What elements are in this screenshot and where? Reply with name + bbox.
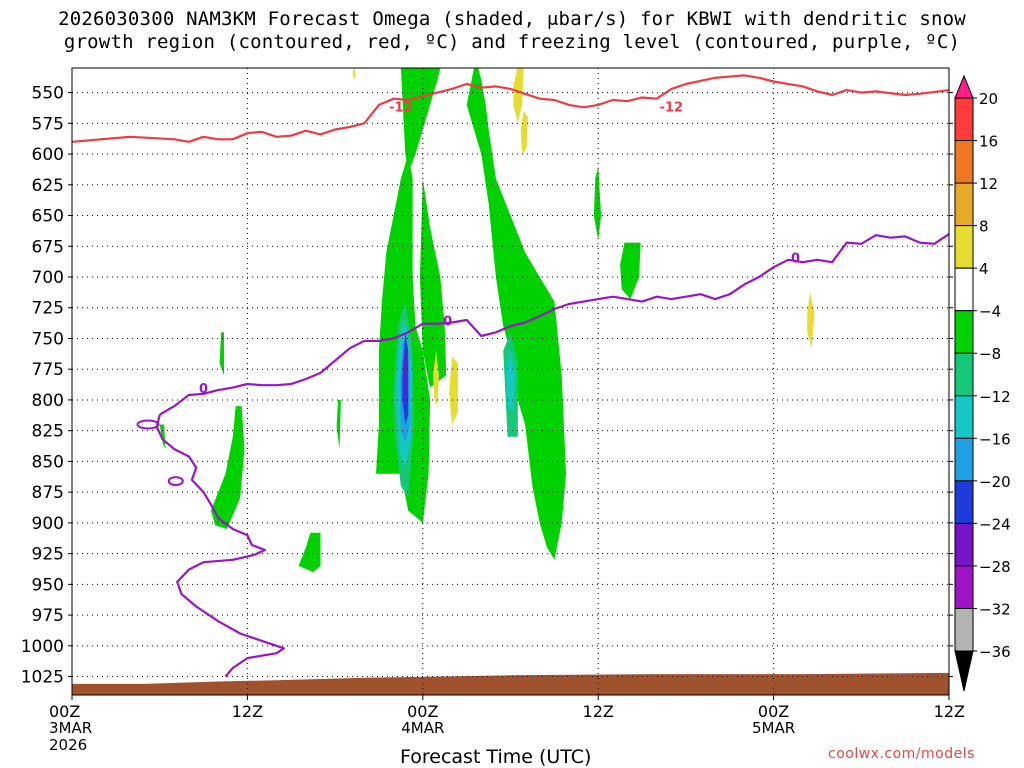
freezing-contour-label: 0 — [199, 382, 208, 397]
omega-region-20 — [433, 350, 439, 407]
colorbar-label: −8 — [979, 345, 1001, 363]
contour-layer: -12 -12 0 0 0 — [72, 74, 949, 678]
colorbar-block — [954, 607, 974, 652]
chart-title-line-2: growth region (contoured, red, ºC) and f… — [63, 31, 961, 53]
omega-region-13 — [506, 350, 515, 413]
omega-region-19 — [449, 356, 458, 425]
omega-region-22 — [352, 68, 356, 81]
y-tick-label: 950 — [32, 575, 64, 595]
colorbar-label: −36 — [979, 643, 1011, 661]
chart-title-line-1: 2026030300 NAM3KM Forecast Omega (shaded… — [58, 8, 966, 30]
y-tick-label: 625 — [32, 176, 64, 196]
colorbar-label: −28 — [979, 558, 1011, 576]
colorbar-label: −32 — [979, 600, 1011, 618]
y-tick-label: 875 — [32, 483, 64, 503]
colorbar-block — [954, 140, 974, 184]
omega-region-21 — [807, 291, 815, 349]
colorbar-block — [954, 310, 974, 354]
colorbar-block — [954, 97, 974, 142]
omega-shading — [159, 68, 815, 573]
colorbar-label: −20 — [979, 473, 1011, 491]
omega-region-3 — [210, 406, 245, 529]
colorbar-label: −24 — [979, 515, 1011, 533]
x-tick-label: 00Z — [407, 702, 438, 721]
colorbar-block — [954, 267, 974, 312]
colorbar-block — [954, 395, 974, 439]
omega-region-17 — [513, 68, 524, 124]
freezing-contour-lower — [155, 414, 285, 678]
colorbar-bottom-triangle — [954, 650, 974, 692]
colorbar-block — [954, 182, 974, 227]
y-tick-label: 900 — [32, 514, 64, 534]
freezing-contour-line — [159, 233, 949, 416]
y-tick-label: 1000 — [21, 637, 64, 657]
omega-region-0 — [400, 68, 566, 560]
terrain-layer — [72, 672, 949, 695]
y-tick-label: 600 — [32, 145, 64, 165]
x-tick-date: 4MAR — [401, 719, 444, 737]
y-tick-label: 925 — [32, 545, 64, 565]
omega-region-7 — [219, 332, 224, 376]
dgz-contour-label: -12 — [389, 100, 413, 115]
axes-layer: 550 575 600 625 650 675 700 725 750 775 800 825 850 8… — [21, 67, 965, 754]
omega-region-4 — [298, 532, 321, 573]
colorbar-label: −12 — [979, 388, 1011, 406]
colorbar-block — [954, 480, 974, 524]
colorbar-label: 20 — [979, 90, 998, 108]
terrain-fill — [72, 672, 949, 695]
x-tick-date: 5MAR — [752, 719, 795, 737]
colorbar-label: 8 — [979, 218, 989, 236]
y-tick-label: 825 — [32, 422, 64, 442]
colorbar-top-triangle — [954, 74, 974, 99]
x-tick-label: 00Z — [758, 702, 789, 721]
freezing-contour-loop — [167, 476, 184, 487]
freezing-contour-loop — [136, 419, 160, 430]
y-tick-label: 800 — [32, 391, 64, 411]
y-tick-label: 700 — [32, 268, 64, 288]
x-tick-label: 12Z — [232, 702, 263, 721]
y-tick-label: 550 — [32, 84, 64, 104]
colorbar-block — [954, 225, 974, 269]
y-tick-label: 975 — [32, 606, 64, 626]
y-tick-label: 650 — [32, 207, 64, 227]
plot-frame — [71, 67, 950, 696]
dgz-contour-label: -12 — [660, 100, 684, 115]
y-tick-label: 850 — [32, 452, 64, 472]
x-tick-label: 12Z — [583, 702, 614, 721]
colorbar-label: 4 — [979, 260, 989, 278]
x-tick-label: 00Z — [49, 702, 80, 721]
x-axis-label: Forecast Time (UTC) — [400, 746, 592, 768]
y-tick-label: 775 — [32, 360, 64, 380]
omega-region-2 — [419, 178, 447, 388]
colorbar-block — [954, 352, 974, 397]
y-tick-label: 1025 — [21, 668, 64, 688]
omega-region-9 — [336, 399, 341, 450]
y-tick-label: 750 — [32, 329, 64, 349]
colorbar-block — [954, 522, 974, 567]
dgz-contour-line — [72, 74, 949, 143]
colorbar-block — [954, 565, 974, 609]
freezing-contour-label: 0 — [443, 314, 452, 329]
x-tick-label: 12Z — [934, 702, 965, 721]
omega-region-5 — [620, 242, 641, 300]
colorbar-label: 16 — [979, 133, 998, 151]
grid-lines — [72, 68, 949, 695]
y-tick-label: 575 — [32, 114, 64, 134]
x-tick-date: 3MAR — [49, 719, 92, 737]
omega-region-16 — [404, 340, 408, 407]
omega-region-18 — [520, 111, 528, 155]
x-tick-year: 2026 — [49, 736, 87, 754]
colorbar-label: −16 — [979, 430, 1011, 448]
colorbar-block — [954, 437, 974, 482]
colorbar-label: 12 — [979, 175, 998, 193]
omega-region-6 — [593, 166, 602, 241]
freezing-contour-label: 0 — [791, 252, 800, 267]
y-tick-label: 675 — [32, 237, 64, 257]
y-tick-label: 725 — [32, 299, 64, 319]
colorbar: 20 16 12 8 4 −4 −8 −12 −16 −20 −24 −28 −32 −36 — [954, 74, 1011, 692]
colorbar-label: −4 — [979, 303, 1001, 321]
site-credit: coolwx.com/models — [828, 746, 975, 762]
